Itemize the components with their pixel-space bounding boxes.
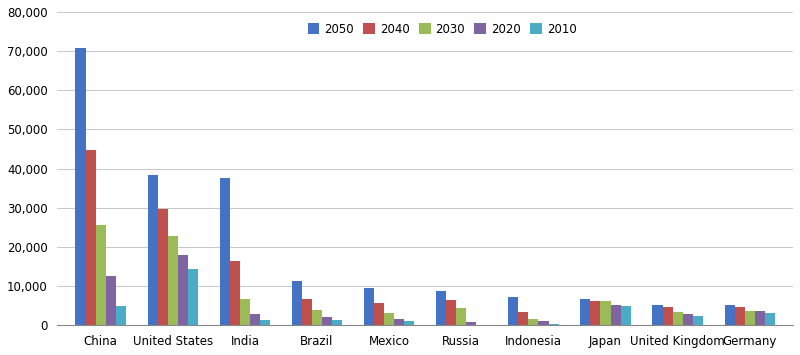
Bar — [394, 319, 404, 325]
Bar — [188, 268, 198, 325]
Bar — [302, 299, 312, 325]
Bar — [292, 282, 302, 325]
Bar — [86, 150, 96, 325]
Bar — [116, 306, 126, 325]
Bar — [610, 305, 621, 325]
Bar — [528, 319, 538, 325]
Bar — [322, 317, 332, 325]
Bar — [653, 305, 662, 325]
Bar — [580, 299, 590, 325]
Bar — [312, 310, 322, 325]
Bar — [538, 321, 549, 325]
Bar — [682, 314, 693, 325]
Bar — [240, 299, 250, 325]
Bar — [436, 291, 446, 325]
Bar — [601, 301, 610, 325]
Bar — [755, 311, 765, 325]
Bar — [745, 311, 755, 325]
Bar — [693, 316, 703, 325]
Bar — [230, 261, 240, 325]
Bar — [621, 306, 630, 325]
Bar — [250, 313, 260, 325]
Bar — [662, 307, 673, 325]
Bar — [168, 236, 178, 325]
Bar — [364, 288, 374, 325]
Bar — [446, 300, 456, 325]
Bar — [96, 225, 106, 325]
Bar — [466, 322, 477, 325]
Bar — [549, 324, 558, 325]
Bar — [477, 324, 486, 325]
Bar — [106, 276, 116, 325]
Bar — [765, 313, 775, 325]
Bar — [374, 304, 384, 325]
Bar — [75, 48, 86, 325]
Bar — [220, 179, 230, 325]
Bar — [456, 308, 466, 325]
Bar — [147, 175, 158, 325]
Bar — [260, 320, 270, 325]
Legend: 2050, 2040, 2030, 2020, 2010: 2050, 2040, 2030, 2020, 2010 — [303, 18, 581, 40]
Bar — [673, 312, 682, 325]
Bar — [178, 255, 188, 325]
Bar — [725, 305, 734, 325]
Bar — [158, 209, 168, 325]
Bar — [508, 297, 518, 325]
Bar — [518, 312, 528, 325]
Bar — [734, 307, 745, 325]
Bar — [590, 301, 601, 325]
Bar — [404, 321, 414, 325]
Bar — [332, 320, 342, 325]
Bar — [384, 313, 394, 325]
